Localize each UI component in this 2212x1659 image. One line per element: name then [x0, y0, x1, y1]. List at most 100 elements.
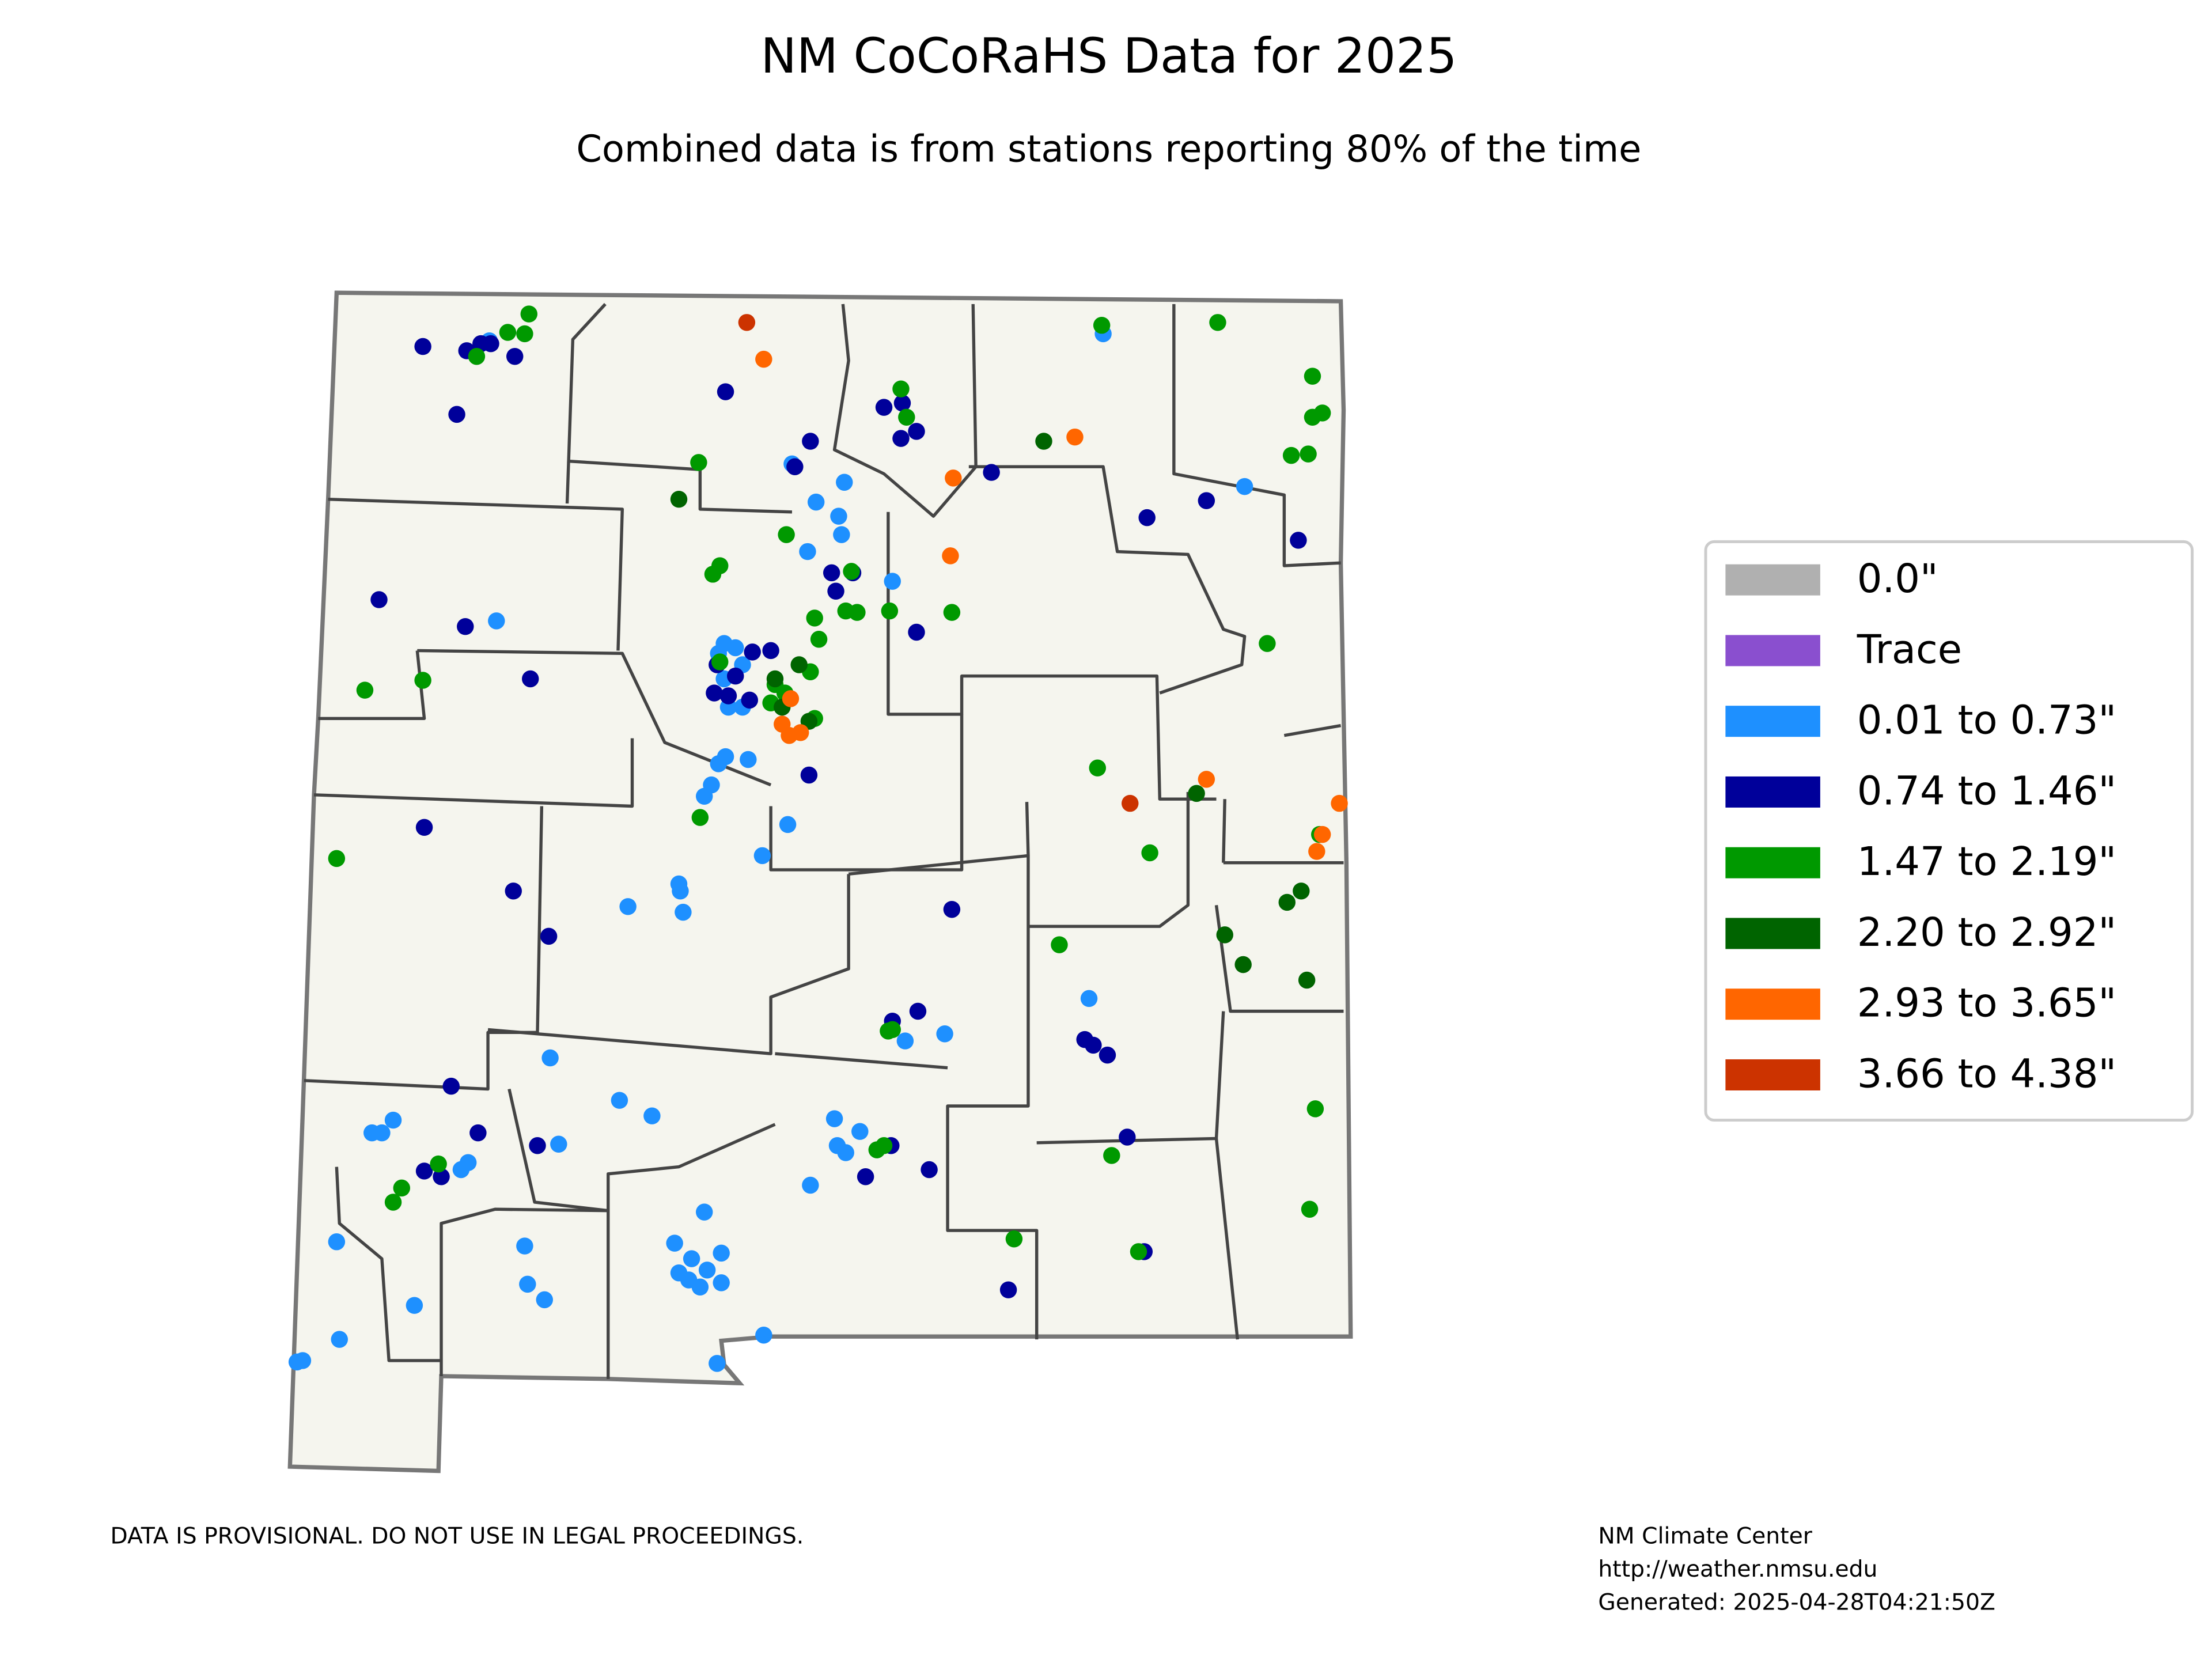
- station-marker: [433, 1168, 450, 1185]
- station-marker: [468, 347, 486, 365]
- station-marker: [430, 1155, 447, 1173]
- county-lines: [304, 303, 1344, 1379]
- station-marker: [1035, 433, 1052, 450]
- credits: NM Climate Center http://weather.nmsu.edu…: [1598, 1523, 1995, 1615]
- station-marker: [908, 423, 925, 440]
- station-marker: [881, 602, 899, 620]
- station-marker: [675, 903, 692, 921]
- station-marker: [516, 1237, 533, 1255]
- station-marker: [755, 1327, 772, 1344]
- station-marker: [799, 543, 816, 560]
- station-marker: [945, 469, 962, 487]
- station-marker: [521, 670, 539, 688]
- station-marker: [1198, 492, 1215, 509]
- station-marker: [936, 1025, 953, 1043]
- station-marker: [711, 653, 729, 671]
- station-marker: [892, 380, 910, 397]
- station-marker: [713, 1244, 730, 1262]
- station-marker: [740, 751, 757, 768]
- station-marker: [1313, 825, 1331, 843]
- station-marker: [827, 582, 844, 600]
- station-marker: [1282, 446, 1300, 464]
- station-marker: [520, 305, 537, 323]
- station-marker: [791, 724, 809, 741]
- station-marker: [837, 1144, 854, 1161]
- station-marker: [719, 687, 737, 704]
- station-marker: [726, 667, 744, 685]
- station-marker: [1138, 509, 1156, 527]
- station-marker: [802, 1176, 819, 1194]
- station-marker: [726, 639, 744, 657]
- station-marker: [1122, 794, 1139, 812]
- station-marker: [505, 882, 522, 900]
- legend-label: Trace: [1857, 627, 1962, 673]
- station-marker: [880, 1022, 897, 1040]
- legend-box: [1704, 540, 2194, 1122]
- station-marker: [1209, 314, 1226, 331]
- station-marker: [1119, 1128, 1136, 1146]
- station-marker: [488, 612, 505, 630]
- station-marker: [331, 1331, 348, 1348]
- station-marker: [1259, 635, 1276, 652]
- station-marker: [1313, 404, 1331, 422]
- station-marker: [778, 526, 795, 543]
- station-marker: [843, 563, 860, 580]
- station-marker: [1089, 759, 1106, 777]
- station-marker: [744, 643, 761, 661]
- station-marker: [619, 898, 637, 915]
- station-marker: [857, 1168, 874, 1185]
- station-marker: [807, 493, 825, 511]
- station-marker: [884, 573, 901, 590]
- station-marker: [1306, 1100, 1324, 1118]
- station-marker: [1278, 893, 1296, 911]
- legend-swatch: [1725, 918, 1820, 949]
- station-marker: [738, 314, 756, 331]
- credit-line: NM Climate Center: [1598, 1523, 1812, 1549]
- station-marker: [921, 1161, 938, 1179]
- legend-label: 2.20 to 2.92": [1857, 910, 2116, 956]
- legend-label: 0.0": [1857, 556, 1938, 602]
- legend-label: 0.74 to 1.46": [1857, 768, 2116, 814]
- station-marker: [643, 1107, 661, 1124]
- station-marker: [414, 672, 431, 689]
- station-marker: [695, 1203, 713, 1221]
- station-marker: [356, 681, 374, 699]
- station-marker: [536, 1291, 553, 1309]
- disclaimer: DATA IS PROVISIONAL. DO NOT USE IN LEGAL…: [111, 1523, 804, 1549]
- station-marker: [541, 1049, 559, 1067]
- station-marker: [690, 454, 707, 471]
- station-marker: [802, 433, 819, 450]
- station-marker: [1236, 478, 1253, 495]
- station-marker: [611, 1092, 628, 1109]
- station-marker: [999, 1281, 1017, 1298]
- station-marker: [370, 591, 388, 608]
- station-marker: [415, 819, 433, 836]
- station-marker: [1188, 785, 1205, 802]
- station-marker: [766, 670, 784, 688]
- station-marker: [898, 408, 915, 426]
- credit-line: Generated: 2025-04-28T04:21:50Z: [1598, 1590, 1995, 1616]
- station-marker: [666, 1234, 683, 1252]
- station-marker: [709, 1355, 726, 1372]
- station-marker: [825, 1110, 843, 1127]
- station-marker: [849, 604, 866, 621]
- legend: 0.0" Trace 0.01 to 0.73" 0.74 to 1.46" 1.47 …: [1725, 556, 2116, 1097]
- station-marker: [892, 430, 910, 447]
- station-marker: [790, 656, 808, 673]
- station-marker: [943, 900, 961, 918]
- station-marker: [506, 347, 524, 365]
- station-marker: [755, 350, 772, 368]
- station-marker: [414, 338, 431, 355]
- station-marker: [753, 847, 771, 865]
- station-marker: [1099, 1046, 1116, 1064]
- station-marker: [442, 1077, 460, 1095]
- station-marker: [1301, 1200, 1319, 1218]
- station-marker: [1080, 990, 1098, 1007]
- station-marker: [415, 1162, 433, 1180]
- subtitle: Combined data is from stations reporting…: [576, 128, 1641, 171]
- station-marker: [452, 1161, 470, 1179]
- station-marker: [800, 766, 818, 784]
- station-marker: [830, 507, 847, 525]
- station-marker: [1308, 843, 1325, 860]
